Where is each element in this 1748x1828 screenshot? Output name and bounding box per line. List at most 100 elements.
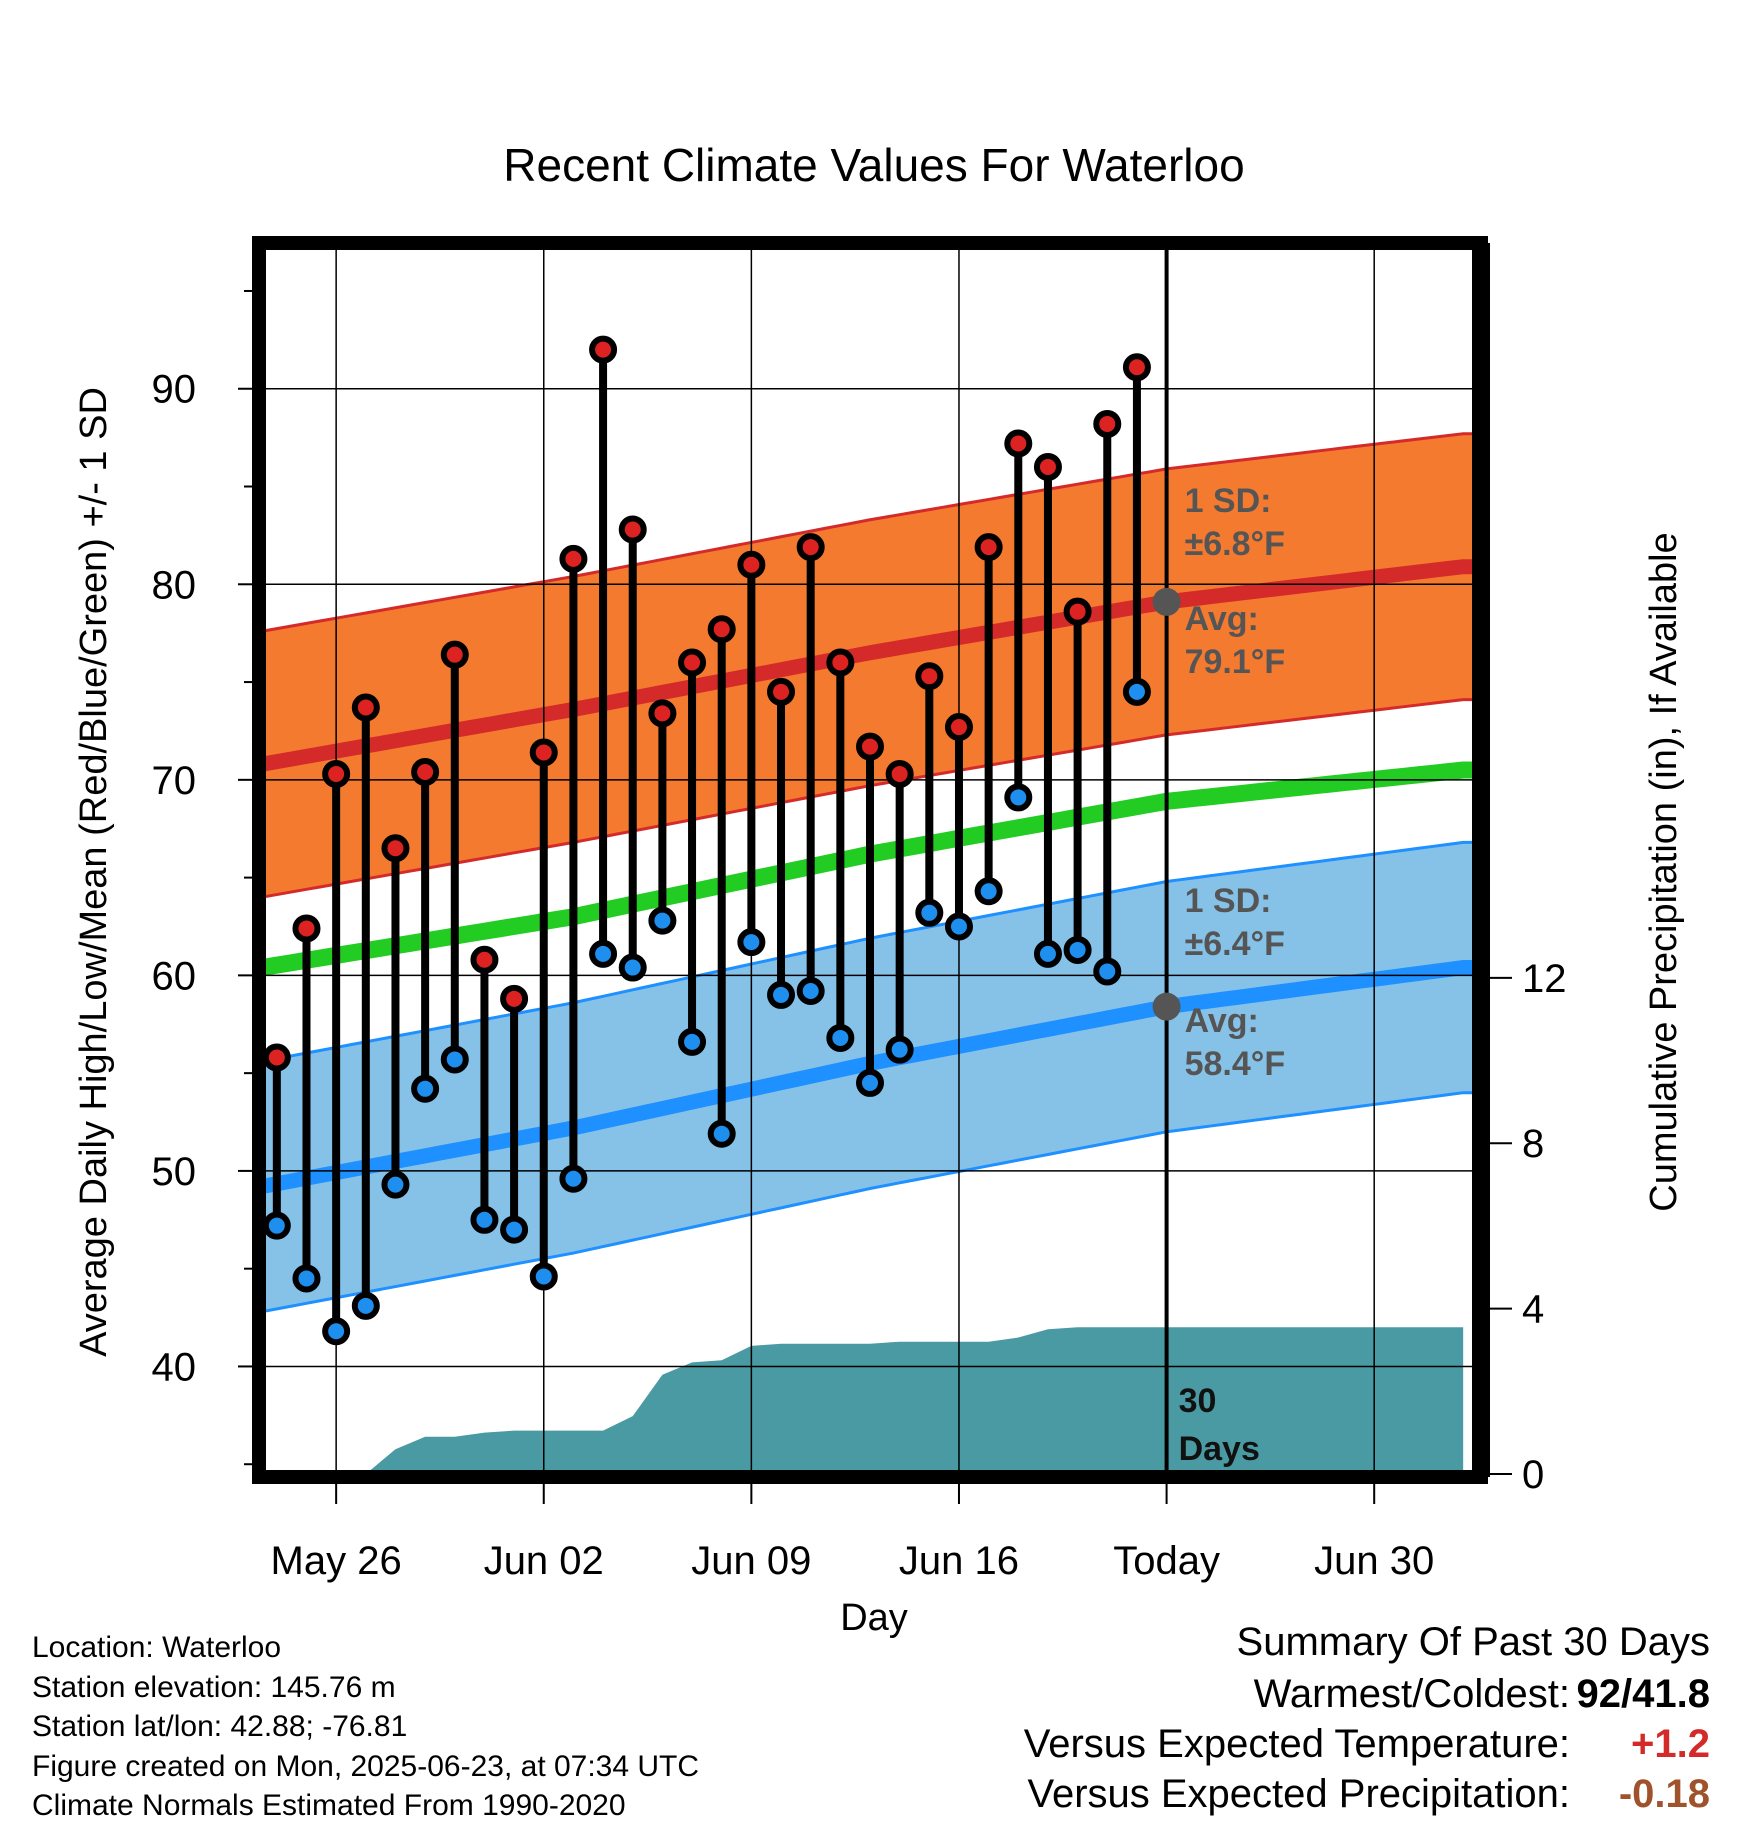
y-left-tick-label: 70 <box>152 759 197 803</box>
daily-high-point <box>856 732 884 761</box>
x-tick-label: Today <box>1113 1539 1220 1583</box>
daily-low-point <box>292 1264 321 1293</box>
x-tick-label: Jun 16 <box>899 1539 1019 1583</box>
x-tick-label: May 26 <box>271 1539 402 1583</box>
daily-high-point <box>440 640 469 669</box>
daily-low-point <box>351 1291 380 1320</box>
daily-low-point <box>411 1074 440 1103</box>
y-axis-right-label: Cumulative Precipitation (in), If Availa… <box>1643 532 1685 1211</box>
daily-low-point <box>381 1170 410 1199</box>
temp-diff-value: +1.2 <box>1631 1722 1710 1766</box>
daily-high-point <box>351 693 380 722</box>
days-label-word: Days <box>1179 1430 1260 1468</box>
daily-low-point <box>559 1164 588 1193</box>
today-normal-high-marker <box>1152 587 1181 616</box>
summary-row-temp: Versus Expected Temperature: +1.2 <box>1024 1722 1710 1772</box>
y-left-tick-label: 90 <box>152 368 197 412</box>
daily-high-point <box>618 515 647 544</box>
location-text: Location: Waterloo <box>32 1631 282 1664</box>
today-normal-low-marker <box>1152 992 1181 1021</box>
days-label-number: 30 <box>1179 1382 1217 1420</box>
daily-low-point <box>322 1317 351 1346</box>
daily-high-point <box>559 544 588 573</box>
low-sd-label: 1 SD: <box>1185 882 1272 920</box>
daily-low-point <box>589 939 618 968</box>
daily-high-point <box>529 738 558 767</box>
daily-low-point <box>796 977 825 1006</box>
daily-high-point <box>1063 597 1092 626</box>
precip-area <box>365 1327 1464 1474</box>
daily-low-point <box>974 877 1003 906</box>
warm-cold-label: Warmest/Coldest: <box>1253 1672 1570 1716</box>
y-right-tick-label: 12 <box>1522 957 1567 1001</box>
daily-high-point <box>648 699 677 728</box>
daily-low-point <box>1063 935 1092 964</box>
normal-high-band <box>262 433 1478 898</box>
summary-panel: Summary Of Past 30 Days Warmest/Coldest:… <box>1024 1620 1710 1822</box>
daily-high-point <box>1004 429 1033 458</box>
normal-low-band-lower-edge <box>261 1091 1478 1314</box>
summary-heading: Summary Of Past 30 Days <box>1236 1620 1710 1664</box>
daily-low-point <box>767 980 796 1009</box>
daily-high-point <box>944 713 973 742</box>
y-right-tick-label: 0 <box>1522 1453 1544 1497</box>
high-sd-value: ±6.8°F <box>1185 525 1285 563</box>
high-sd-label: 1 SD: <box>1185 482 1272 520</box>
daily-high-point <box>589 335 618 364</box>
warm-cold-value: 92/41.8 <box>1576 1672 1710 1716</box>
daily-high-point <box>1122 353 1151 382</box>
summary-row-precip: Versus Expected Precipitation: -0.18 <box>1024 1772 1710 1822</box>
chart-title: Recent Climate Values For Waterloo <box>503 139 1244 191</box>
x-tick-label: Jun 02 <box>484 1539 604 1583</box>
daily-high-point <box>885 759 914 788</box>
station-info: Location: Waterloo Station elevation: 14… <box>32 1628 699 1826</box>
daily-high-point <box>796 533 825 562</box>
daily-low-point <box>707 1119 736 1148</box>
y-left-tick-label: 80 <box>152 563 197 607</box>
daily-low-point <box>1093 957 1122 986</box>
daily-high-point <box>826 648 855 677</box>
daily-high-point <box>500 984 529 1013</box>
x-tick-label: Jun 30 <box>1314 1539 1434 1583</box>
daily-low-point <box>500 1215 529 1244</box>
daily-high-point <box>915 662 944 691</box>
normal-high-band-upper-edge <box>261 432 1478 633</box>
daily-low-point <box>529 1262 558 1291</box>
elevation-text: Station elevation: 145.76 m <box>32 1670 396 1704</box>
normal-high-line <box>260 559 1478 772</box>
daily-low-point <box>470 1205 499 1234</box>
high-avg-label: Avg: <box>1185 600 1259 638</box>
daily-high-point <box>737 550 766 579</box>
daily-low-point <box>885 1035 914 1064</box>
x-axis-label: Day <box>840 1597 908 1639</box>
daily-low-point <box>826 1023 855 1052</box>
low-sd-value: ±6.4°F <box>1185 925 1285 963</box>
daily-high-point <box>322 759 351 788</box>
daily-low-point <box>440 1045 469 1074</box>
daily-low-point <box>856 1068 884 1097</box>
daily-low-point <box>1033 939 1062 968</box>
y-left-tick-label: 60 <box>152 954 197 998</box>
daily-high-point <box>411 758 440 787</box>
daily-high-point <box>292 914 321 943</box>
temp-diff-label: Versus Expected Temperature: <box>1023 1722 1570 1766</box>
y-left-tick-label: 40 <box>152 1345 197 1389</box>
daily-high-point <box>767 677 796 706</box>
plot-area: 1 SD: ±6.8°F Avg: 79.1°F 1 SD: ±6.4°F Avg: 58.4… <box>152 236 1567 1583</box>
daily-low-point <box>944 912 973 941</box>
high-avg-value: 79.1°F <box>1185 643 1286 681</box>
latlon-text: Station lat/lon: 42.88; -76.81 <box>32 1710 408 1743</box>
daily-high-point <box>381 834 410 863</box>
daily-high-point <box>707 615 736 644</box>
daily-low-point <box>648 906 677 935</box>
daily-high-point <box>470 945 499 974</box>
daily-high-point <box>1093 409 1122 438</box>
daily-low-point <box>678 1027 707 1056</box>
y-right-tick-label: 8 <box>1522 1122 1544 1166</box>
daily-low-point <box>1122 677 1151 706</box>
low-avg-value: 58.4°F <box>1185 1045 1286 1083</box>
daily-low-point <box>262 1211 291 1240</box>
daily-high-point <box>678 648 707 677</box>
daily-low-point <box>915 898 944 927</box>
